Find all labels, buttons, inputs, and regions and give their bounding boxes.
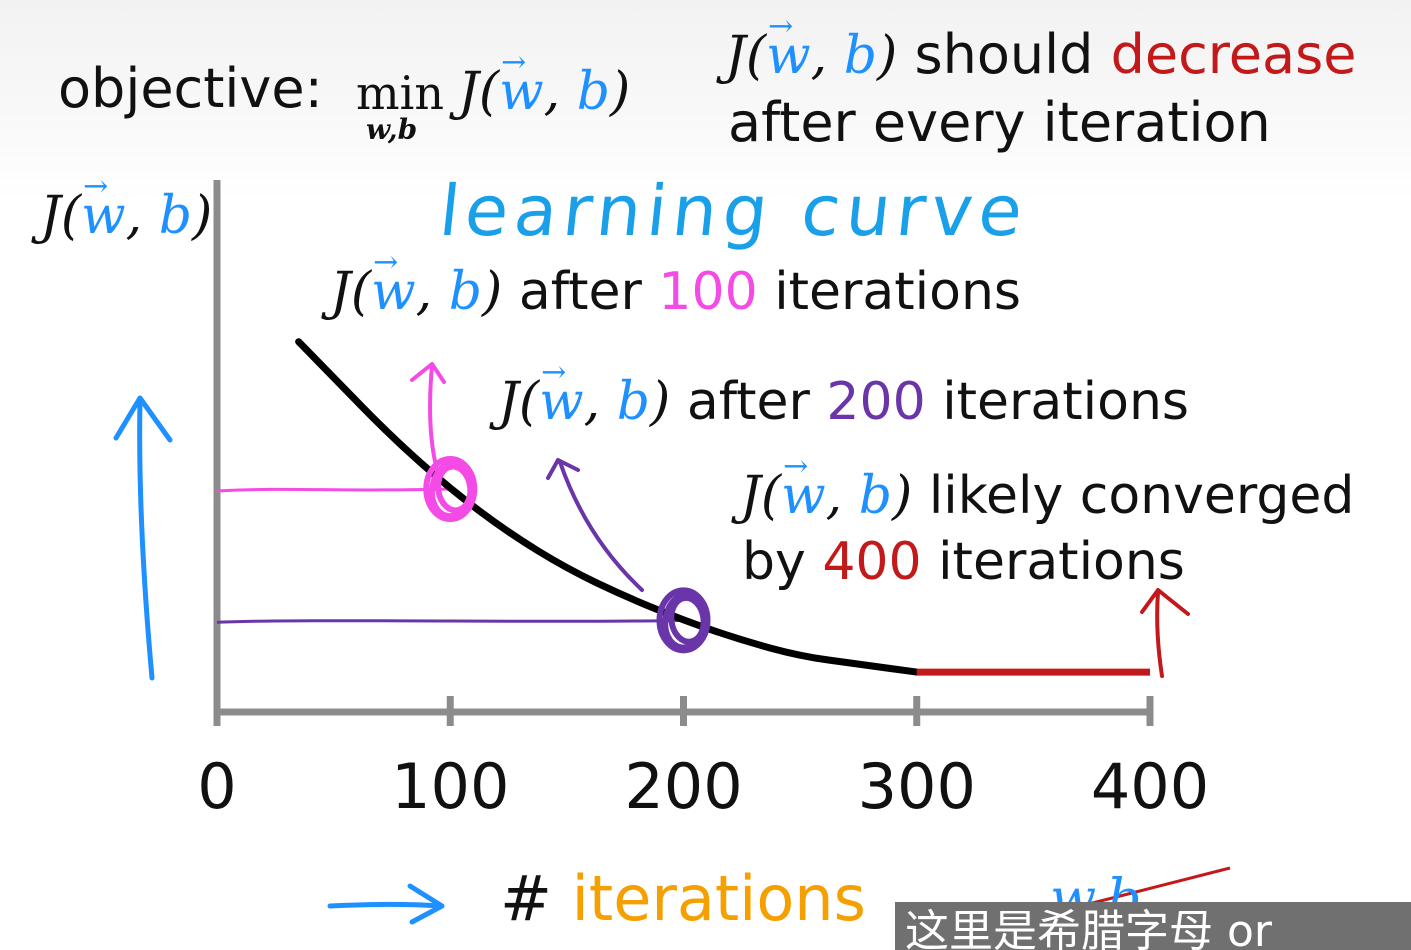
y-axis-label: J(→ w, b) [40, 169, 213, 246]
highlight-circle-200 [656, 587, 711, 654]
min-operator: min [356, 66, 444, 120]
highlight-ring [435, 463, 474, 514]
decrease-statement-line2: after every iteration [728, 91, 1271, 154]
pointer-arrow-400-icon [1140, 588, 1190, 678]
annotation-100: J(→ w, b) after 100 iterations [330, 245, 1021, 322]
y-up-arrow-icon [113, 395, 173, 681]
annotation-200: J(→ w, b) after 200 iterations [498, 355, 1189, 432]
x-tick-marks [213, 696, 1154, 726]
chart-title: learning curve [435, 170, 1033, 252]
x-tick-label-300: 300 [857, 750, 976, 823]
x-tick-label-100: 100 [391, 750, 510, 823]
decrease-statement: J(→ w, b) should decrease [725, 9, 1357, 86]
x-tick-label-400: 400 [1090, 750, 1210, 823]
highlight-circle-100 [423, 456, 478, 522]
annotation-400-line1: J(→ w, b) likely converged [740, 449, 1355, 526]
learning-curve-line [295, 338, 921, 676]
objective-label: objective: [58, 57, 323, 120]
min-subscript: w,b [366, 113, 418, 146]
highlight-ring [668, 594, 707, 645]
x-right-arrow-icon [327, 883, 445, 925]
pointer-arrow-100-icon [410, 362, 446, 482]
annotation-400-line2: by 400 iterations [742, 532, 1185, 592]
highlight-line-200 [216, 618, 684, 624]
highlight-line-100 [216, 487, 451, 493]
x-tick-label-200: 200 [624, 750, 743, 823]
objective-formula: J(→ w, b) [458, 45, 631, 122]
x-tick-label-0: 0 [197, 750, 237, 823]
x-axis-label: # iterations [500, 862, 866, 935]
pointer-arrow-200-icon [546, 458, 644, 592]
subtitle-overlay: 这里是希腊字母 or [895, 902, 1411, 950]
